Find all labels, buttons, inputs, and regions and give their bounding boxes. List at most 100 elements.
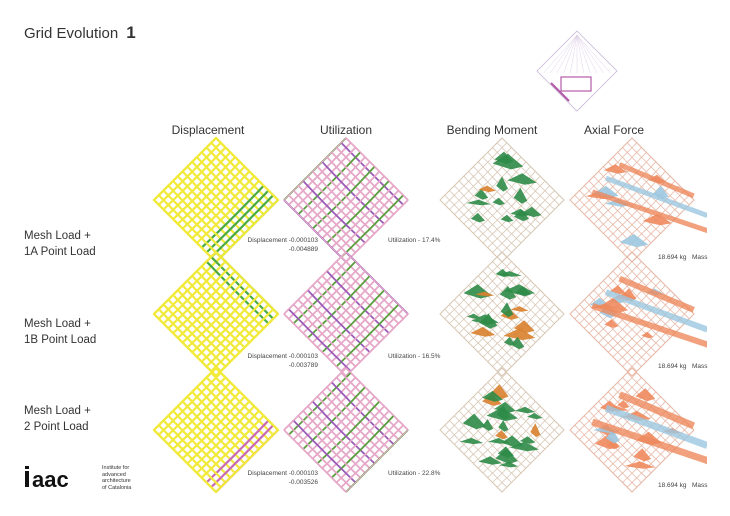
stress-mark [619,234,649,248]
grid-line [496,372,560,436]
grid-line [172,294,236,358]
grid-line [200,184,265,249]
displacement-diagram [152,366,280,494]
grid-line [176,175,241,240]
grid-line [292,189,357,254]
bending-diagram [439,367,565,493]
grid-line [162,303,227,368]
grid-line [316,395,381,460]
grid-line [167,298,232,363]
stress-mark [500,302,514,318]
grid-line [454,185,517,248]
grid-line [449,190,512,253]
grid-line [311,284,376,349]
grid-line [167,265,232,330]
mass-caption: 18.694 kg Mass [658,253,708,262]
row-label-1a: Mesh Load + 1A Point Load [24,228,144,260]
thumbnail-line [576,34,598,74]
grid-line [463,175,527,239]
stress-mark [486,407,518,421]
grid-line [302,156,366,220]
grid-line [302,294,366,358]
grid-line [196,294,260,358]
mass-value: 18.694 kg [658,363,687,370]
thumbnail-line [576,34,591,74]
axial-band [618,275,695,313]
displacement-value: Displacement -0.000103 [247,470,318,477]
displacement-diagram [152,250,280,378]
grid-line [172,270,236,334]
grid-line [196,156,260,220]
grid-line [335,419,400,484]
grid-line [335,260,400,325]
displacement-value: Displacement -0.000103 [247,237,318,244]
stress-mark [501,435,523,448]
grid-line [331,185,395,249]
grid-line [492,420,555,483]
grid-line [477,175,541,239]
grid-line [158,308,222,372]
grid-line [191,161,255,225]
grid-line [340,194,404,258]
grid-line [158,256,222,320]
row-label-line: Mesh Load + [24,230,91,242]
row-label-line: Mesh Load + [24,318,91,330]
grid-line [210,308,274,372]
grid-line [326,294,390,358]
grid-line [210,194,274,258]
grid-line [496,142,560,206]
thumbnail-line [563,34,578,74]
grid-line [449,304,512,367]
axial-band [604,404,707,449]
grid-line [311,170,376,235]
grid-line [200,414,265,479]
grid-line [297,381,361,445]
grid-line [340,372,404,436]
stress-mark [495,448,518,464]
stress-mark [617,400,630,409]
grid-line [612,410,676,474]
grid-line [196,270,260,334]
displacement-caption: Displacement -0.000103 -0.003789 [242,352,318,370]
grid-line [297,265,361,329]
column-header-displacement: Displacement [171,123,245,137]
stress-mark [495,268,510,278]
grid-line [292,146,357,211]
thumbnail-line [550,34,578,74]
grid-line [196,410,260,474]
grid-line [331,415,395,479]
grid-line [205,260,270,325]
grid-line [302,180,366,244]
grid-line [321,405,385,469]
stress-mark [510,208,531,217]
grid-line [200,265,265,330]
logo-letters: aac [32,467,69,491]
utilization-caption: Utilization - 16.5% [388,353,441,360]
displacement-value-2: -0.003526 [288,479,318,486]
grid-line [584,299,647,362]
grid-line [288,372,352,436]
grid-line [316,400,381,465]
grid-line [167,151,232,216]
grid-line [292,260,357,325]
axial-band [591,303,707,348]
grid-line [340,256,404,320]
grid-line [297,415,361,479]
stress-mark [474,188,489,200]
displacement-value: Displacement -0.000103 [247,353,318,360]
utilization-diagram [283,367,409,493]
stress-mark [509,441,539,452]
mass-value: 18.694 kg [658,254,687,261]
stress-mark [503,284,535,296]
diamond-outline [569,251,695,377]
grid-line [579,420,642,483]
grid-line [307,161,371,225]
displacement-value-2: -0.004889 [288,246,318,253]
grid-line [186,279,251,344]
displacement-caption: Displacement -0.000103 -0.004889 [242,236,318,254]
row-label-line: 1A Point Load [24,246,96,258]
grid-line [326,386,390,450]
column-header-axial-force: Axial Force [583,123,645,137]
grid-line [444,194,508,258]
institute-name: Institute for advanced architecture of C… [102,465,131,491]
